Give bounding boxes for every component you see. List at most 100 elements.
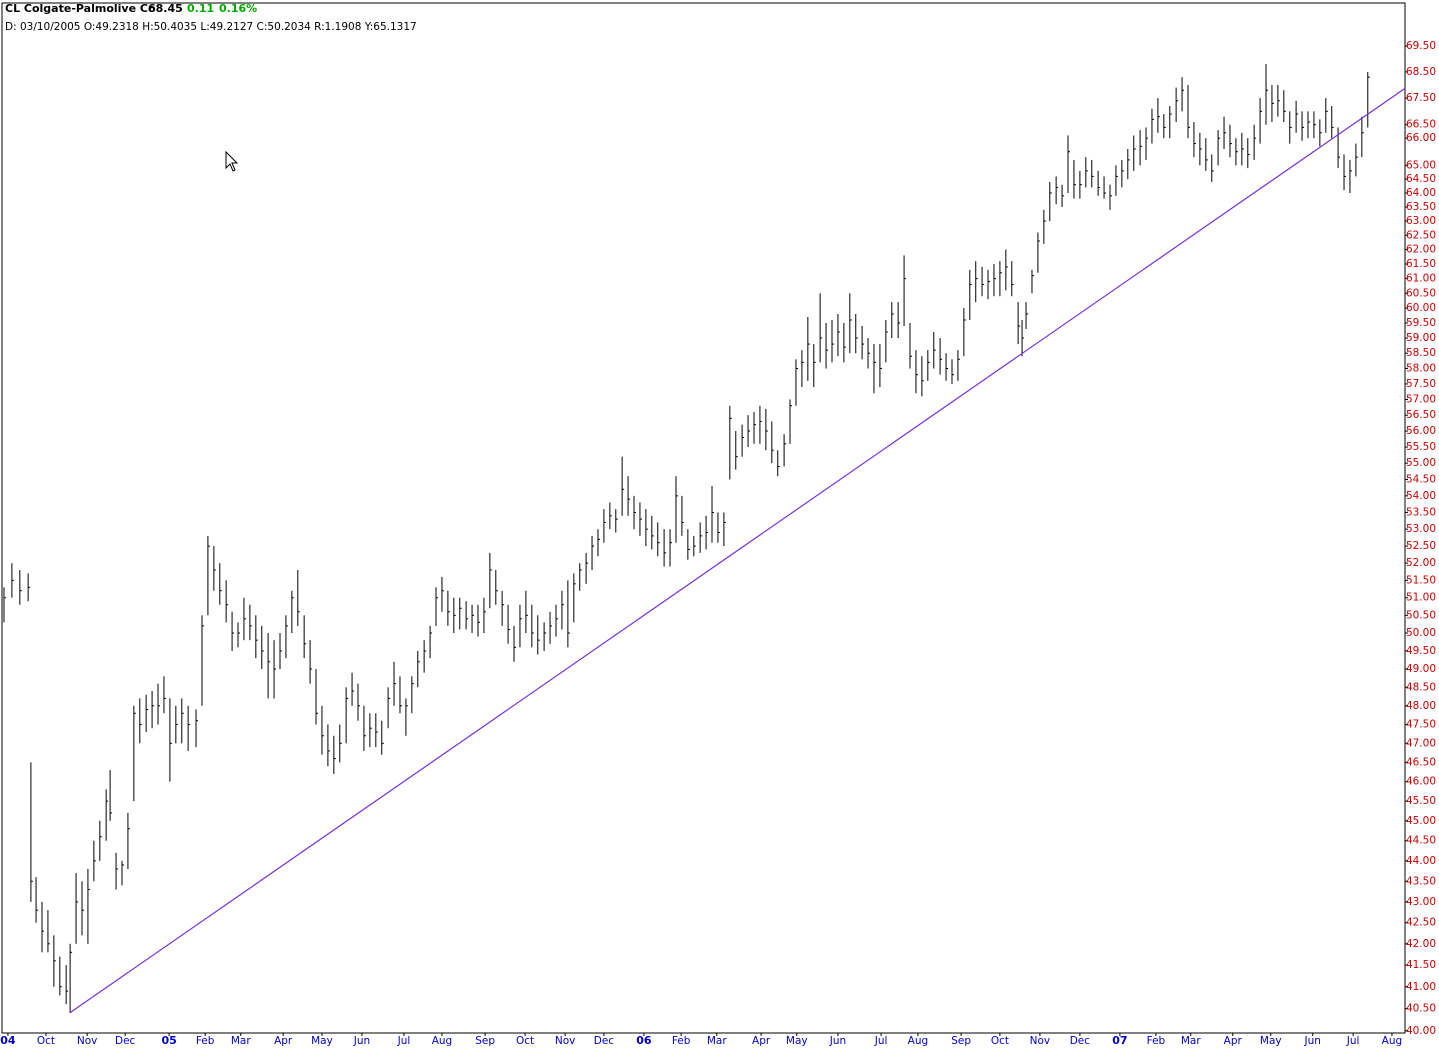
y-tick-label: 66.00 (1406, 132, 1436, 144)
y-tick-label: 51.00 (1406, 592, 1436, 604)
y-tick-label: 63.00 (1406, 215, 1436, 227)
y-tick-label: 43.00 (1406, 896, 1436, 908)
y-tick-label: 69.50 (1406, 40, 1436, 52)
x-tick-label: Nov (77, 1035, 98, 1047)
y-tick-label: 66.50 (1406, 119, 1436, 131)
x-tick-label: Mar (231, 1035, 251, 1047)
y-tick-label: 52.00 (1406, 557, 1436, 569)
x-tick-label: May (311, 1035, 333, 1047)
y-tick-label: 62.50 (1406, 229, 1436, 241)
y-tick-label: 55.50 (1406, 441, 1436, 453)
y-tick-label: 42.00 (1406, 938, 1436, 950)
last-price: 68.45 (148, 2, 183, 15)
y-tick-label: 49.00 (1406, 663, 1436, 675)
x-tick-label: Oct (37, 1035, 55, 1047)
y-tick-label: 48.50 (1406, 681, 1436, 693)
x-tick-label: Aug (432, 1035, 453, 1047)
x-tick-label: May (786, 1035, 808, 1047)
y-tick-label: 55.00 (1406, 457, 1436, 469)
y-tick-label: 61.00 (1406, 273, 1436, 285)
x-tick-label: Apr (1224, 1035, 1243, 1047)
change: 0.11 (187, 2, 214, 15)
y-tick-label: 48.00 (1406, 700, 1436, 712)
y-tick-label: 49.50 (1406, 645, 1436, 657)
x-tick-label: Jun (829, 1035, 846, 1047)
x-tick-label: Feb (1147, 1035, 1166, 1047)
y-tick-label: 64.50 (1406, 173, 1436, 185)
y-tick-label: 58.50 (1406, 347, 1436, 359)
y-tick-label: 54.50 (1406, 473, 1436, 485)
y-tick-label: 65.00 (1406, 159, 1436, 171)
y-tick-label: 59.00 (1406, 332, 1436, 344)
x-tick-label: May (1260, 1035, 1282, 1047)
x-tick-label: Nov (555, 1035, 576, 1047)
y-tick-label: 50.00 (1406, 627, 1436, 639)
x-tick-label: Nov (1030, 1035, 1051, 1047)
plot-frame (1, 2, 1406, 1034)
x-tick-label: Sep (951, 1035, 971, 1047)
y-tick-label: 68.50 (1406, 66, 1436, 78)
x-tick-label: Oct (991, 1035, 1009, 1047)
y-tick-label: 43.50 (1406, 875, 1436, 887)
y-tick-label: 64.00 (1406, 187, 1436, 199)
y-tick-label: 57.50 (1406, 378, 1436, 390)
info-line: D: 03/10/2005 O:49.2318 H:50.4035 L:49.2… (5, 21, 417, 33)
y-tick-label: 50.50 (1406, 609, 1436, 621)
y-tick-label: 45.50 (1406, 795, 1436, 807)
y-tick-label: 40.00 (1406, 1025, 1436, 1037)
y-tick-label: 42.50 (1406, 917, 1436, 929)
x-tick-label: 07 (1112, 1034, 1127, 1047)
x-tick-label: Jun (1304, 1035, 1321, 1047)
x-tick-label: Dec (115, 1035, 136, 1047)
y-tick-label: 56.00 (1406, 425, 1436, 437)
y-tick-label: 40.50 (1406, 1003, 1436, 1015)
x-tick-label: Jul (874, 1035, 888, 1047)
chart-title: CL Colgate-Palmolive Co (5, 2, 156, 15)
y-tick-label: 46.00 (1406, 776, 1436, 788)
x-tick-label: Oct (516, 1035, 534, 1047)
x-tick-label: Jun (353, 1035, 370, 1047)
y-tick-label: 45.00 (1406, 815, 1436, 827)
x-tick-label: Mar (707, 1035, 727, 1047)
x-tick-label: 05 (161, 1034, 176, 1047)
y-tick-label: 67.50 (1406, 92, 1436, 104)
y-tick-label: 57.00 (1406, 393, 1436, 405)
y-tick-label: 56.50 (1406, 409, 1436, 421)
y-tick-label: 52.50 (1406, 540, 1436, 552)
y-tick-label: 44.00 (1406, 855, 1436, 867)
y-tick-label: 53.00 (1406, 523, 1436, 535)
y-tick-label: 46.50 (1406, 756, 1436, 768)
y-tick-label: 59.50 (1406, 317, 1436, 329)
x-tick-label: Aug (908, 1035, 929, 1047)
x-tick-label: Jul (1346, 1035, 1360, 1047)
y-tick-label: 51.50 (1406, 574, 1436, 586)
y-tick-label: 53.50 (1406, 506, 1436, 518)
x-tick-label: Mar (1181, 1035, 1201, 1047)
y-tick-label: 61.50 (1406, 258, 1436, 270)
x-tick-label: Dec (1070, 1035, 1091, 1047)
y-tick-label: 41.50 (1406, 959, 1436, 971)
y-tick-label: 54.00 (1406, 490, 1436, 502)
y-tick-label: 62.00 (1406, 244, 1436, 256)
price-bars (3, 64, 1370, 1014)
x-tick-label: Dec (594, 1035, 615, 1047)
header: CL Colgate-Palmolive Co 68.45 0.11 0.16%… (5, 2, 417, 33)
y-tick-label: 60.00 (1406, 302, 1436, 314)
y-tick-label: 47.00 (1406, 737, 1436, 749)
x-tick-label: Sep (475, 1035, 495, 1047)
y-tick-label: 47.50 (1406, 718, 1436, 730)
x-tick-label: Feb (672, 1035, 691, 1047)
x-tick-label: Aug (1382, 1035, 1403, 1047)
x-tick-label: Jul (397, 1035, 411, 1047)
trendline (69, 87, 1406, 1014)
mouse-cursor (225, 150, 239, 172)
y-tick-label: 60.50 (1406, 287, 1436, 299)
x-tick-label: Apr (752, 1035, 771, 1047)
x-tick-label: Apr (274, 1035, 293, 1047)
y-tick-label: 63.50 (1406, 201, 1436, 213)
y-tick-label: 41.00 (1406, 981, 1436, 993)
x-tick-label: Feb (196, 1035, 215, 1047)
y-tick-label: 58.00 (1406, 362, 1436, 374)
